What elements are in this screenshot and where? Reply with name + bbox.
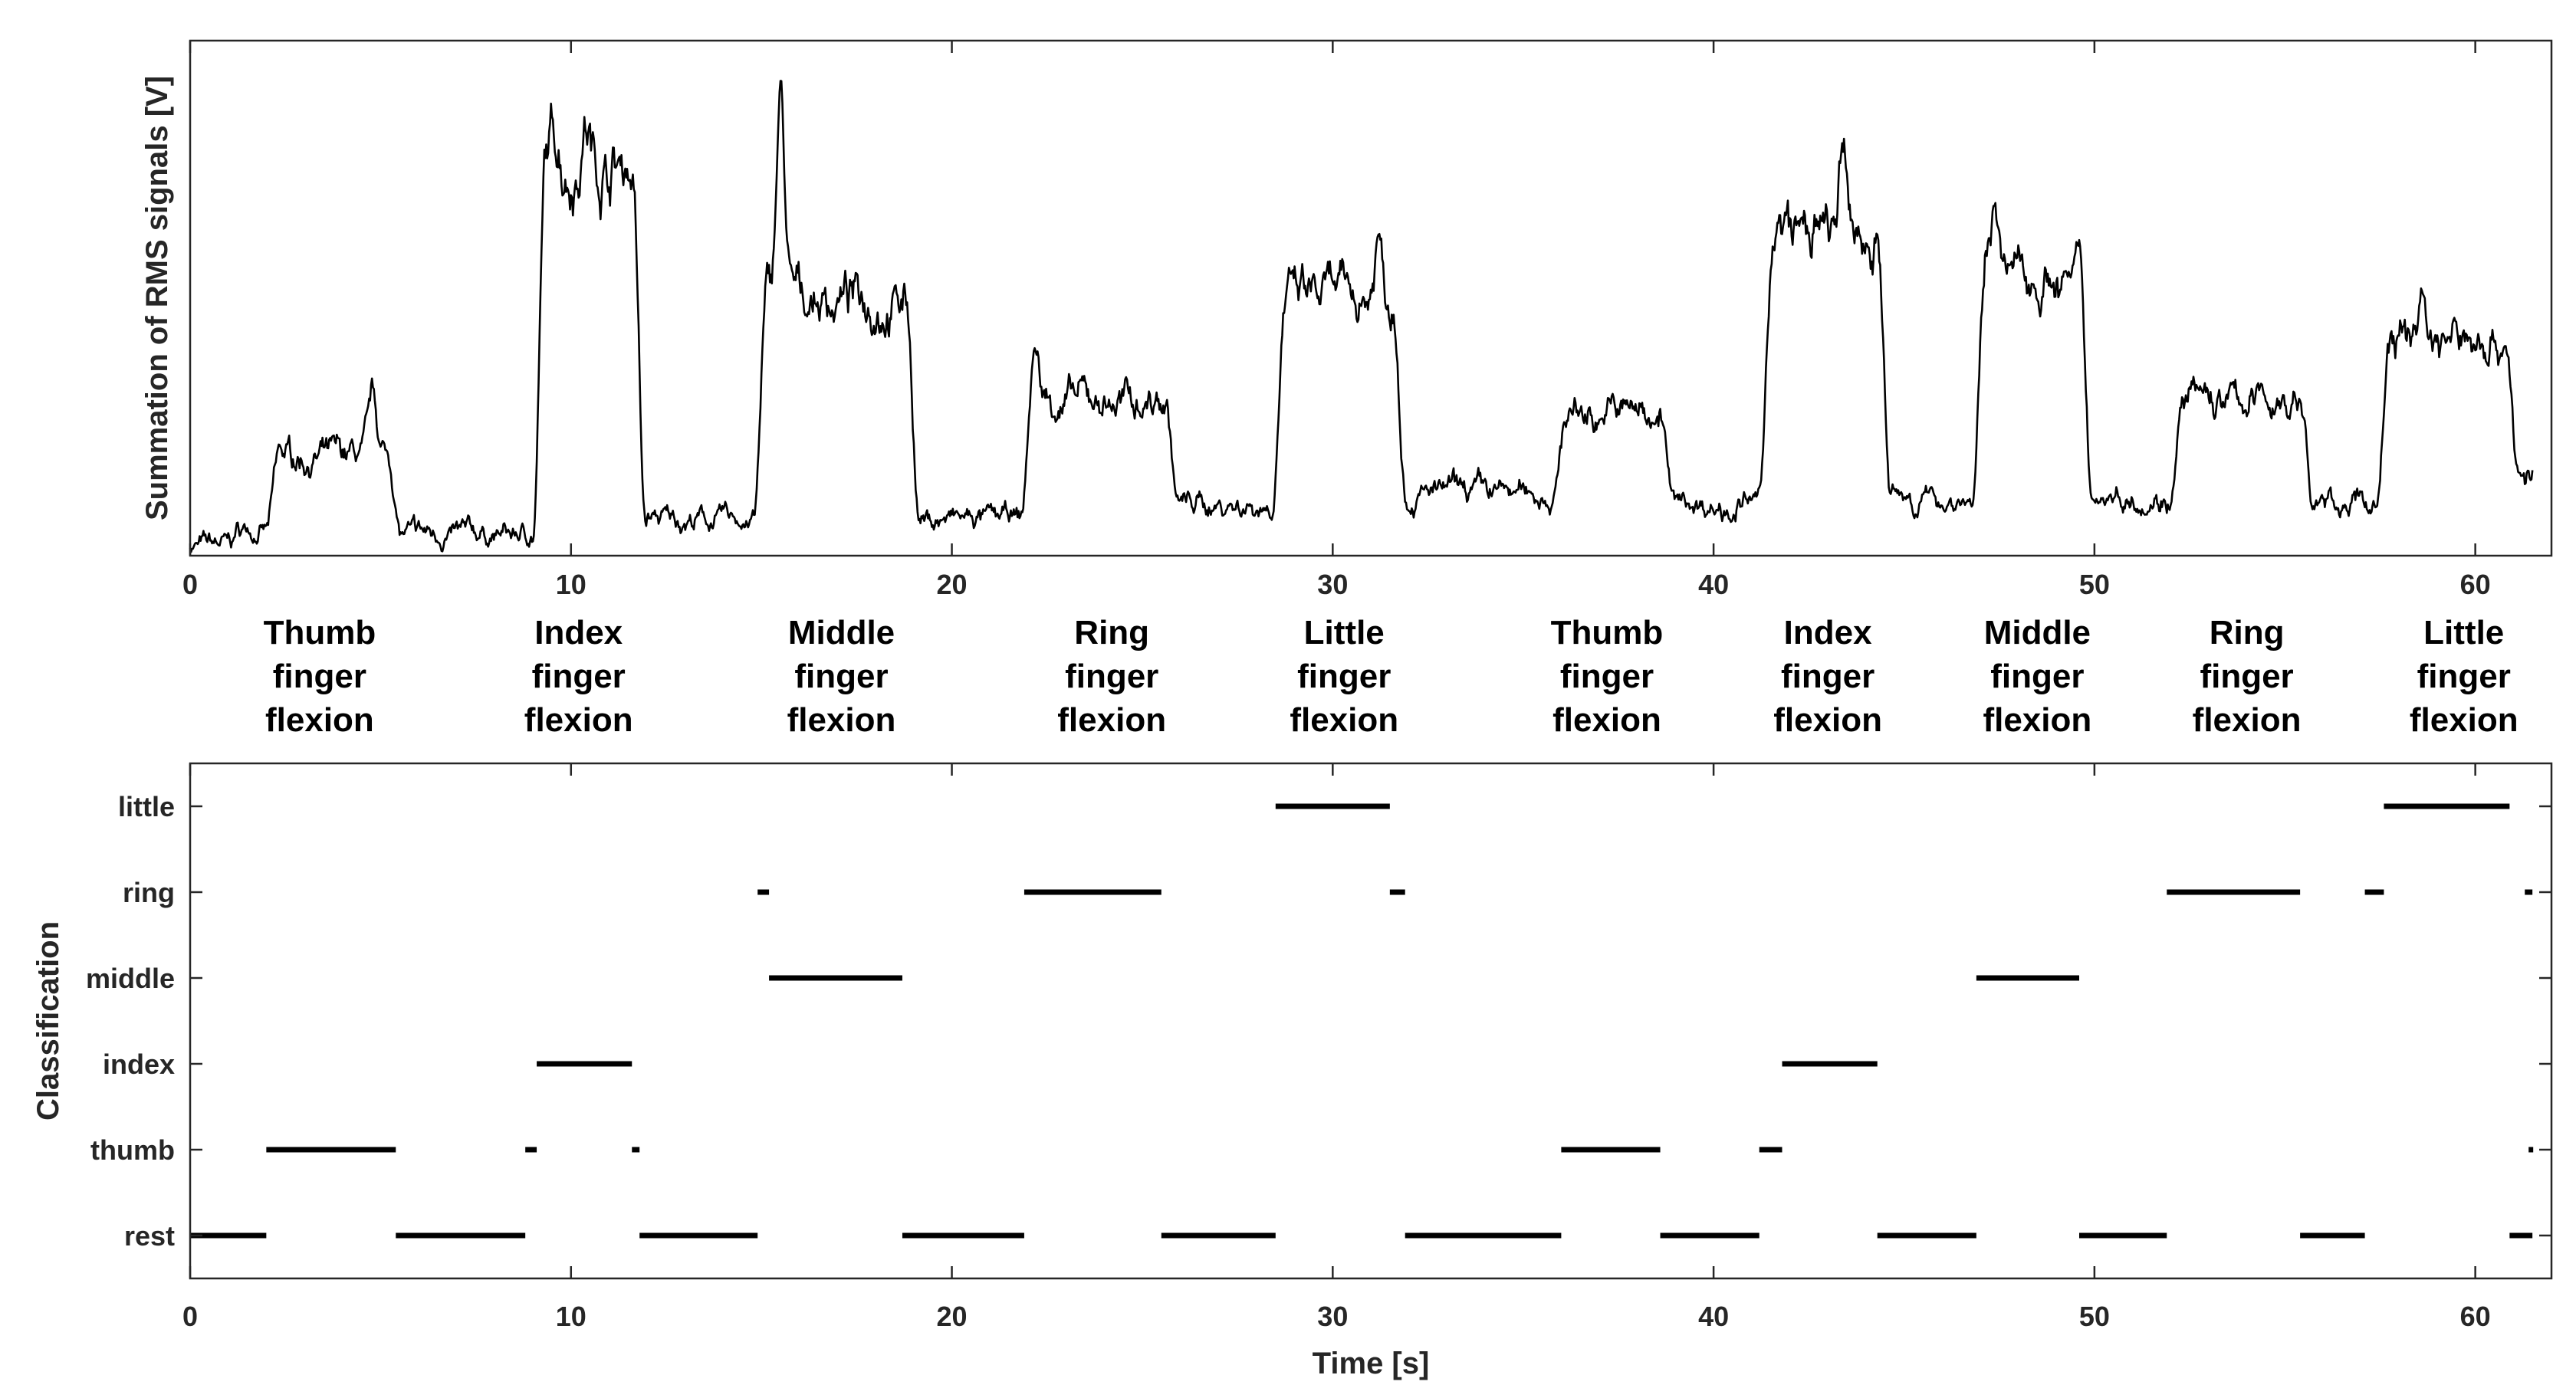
gesture-label: Index finger flexion [524,614,633,739]
gesture-label-line: finger [1781,658,1875,695]
gesture-label-line: Middle [788,614,895,651]
rms-signal-panel: 0 10 20 30 40 50 60 Summation of RMS signals [… [140,39,2553,600]
gesture-label-line: finger [273,658,366,695]
time-x-tick-label: 40 [1698,1301,1729,1332]
gesture-label-line: Little [1304,614,1385,651]
gesture-label-line: finger [1560,658,1654,695]
gesture-label-line: flexion [1983,701,2091,739]
rms-x-ticks: 0 10 20 30 40 50 60 [182,41,2491,600]
gesture-label: Thumb finger flexion [264,614,376,739]
gesture-label-line: Thumb [1551,614,1664,651]
rms-x-tick-label: 10 [556,569,586,600]
gesture-label: Thumb finger flexion [1551,614,1664,739]
classification-plot-frame [189,762,2553,1280]
gesture-label-line: finger [794,658,888,695]
time-x-tick-label: 30 [1317,1301,1348,1332]
gesture-label-line: flexion [1552,701,1661,739]
gesture-label: Ring finger flexion [1057,614,1166,739]
rms-x-tick-label: 60 [2460,569,2491,600]
time-x-tick-label: 0 [182,1301,198,1332]
gesture-label-line: Thumb [264,614,376,651]
time-x-tick-label: 20 [937,1301,968,1332]
gesture-label-line: Ring [1074,614,1149,651]
class-tick-label-thumb: thumb [90,1134,175,1166]
gesture-label-line: finger [1297,658,1391,695]
rms-plot-frame [189,39,2553,557]
gesture-label-line: Index [534,614,623,651]
time-x-tick-label: 10 [556,1301,586,1332]
gesture-label-line: flexion [1057,701,1166,739]
gesture-label: Little finger flexion [1290,614,1398,739]
gesture-label: Index finger flexion [1773,614,1882,739]
class-tick-label-rest: rest [124,1220,175,1252]
gesture-label-line: finger [2417,658,2511,695]
gesture-label-line: finger [1990,658,2084,695]
gesture-label-line: finger [2200,658,2293,695]
classification-ticks: 0 10 20 30 40 50 60 rest thumb index middle ring lit… [86,763,2551,1332]
gesture-label-line: flexion [524,701,633,739]
gesture-label-line: flexion [2193,701,2302,739]
class-tick-label-little: little [118,791,175,822]
class-tick-label-middle: middle [86,963,175,994]
time-x-tick-label: 60 [2460,1301,2491,1332]
gesture-label: Little finger flexion [2410,614,2518,739]
gesture-label-line: flexion [1773,701,1882,739]
gesture-label: Middle finger flexion [1983,614,2091,739]
class-tick-label-index: index [103,1048,175,1080]
classification-panel: 0 10 20 30 40 50 60 rest thumb index middle ring lit… [31,762,2553,1380]
gesture-label-line: flexion [787,701,896,739]
gesture-label-line: flexion [1290,701,1398,739]
gesture-label: Ring finger flexion [2193,614,2302,739]
classification-y-axis-label: Classification [31,921,65,1121]
rms-x-tick-label: 0 [182,569,198,600]
gesture-label-line: Little [2423,614,2504,651]
rms-signal-trace-group [189,80,2534,553]
rms-x-tick-label: 50 [2079,569,2110,600]
gesture-label-line: Middle [1984,614,2091,651]
gesture-label-line: flexion [2410,701,2518,739]
rms-x-tick-label: 20 [937,569,968,600]
class-tick-label-ring: ring [123,877,175,908]
rms-signal-line [189,80,2534,553]
gesture-label-line: finger [532,658,626,695]
gesture-label-line: Index [1784,614,1872,651]
rms-x-tick-label: 40 [1698,569,1729,600]
gesture-label: Middle finger flexion [787,614,896,739]
time-axis-label: Time [s] [1313,1347,1430,1380]
time-x-tick-label: 50 [2079,1301,2110,1332]
rms-y-axis-label: Summation of RMS signals [V] [140,76,174,520]
gesture-label-line: Ring [2210,614,2285,651]
gesture-label-line: flexion [265,701,374,739]
rms-x-tick-label: 30 [1317,569,1348,600]
classification-intervals [190,803,2534,1239]
gesture-label-line: finger [1065,658,1158,695]
